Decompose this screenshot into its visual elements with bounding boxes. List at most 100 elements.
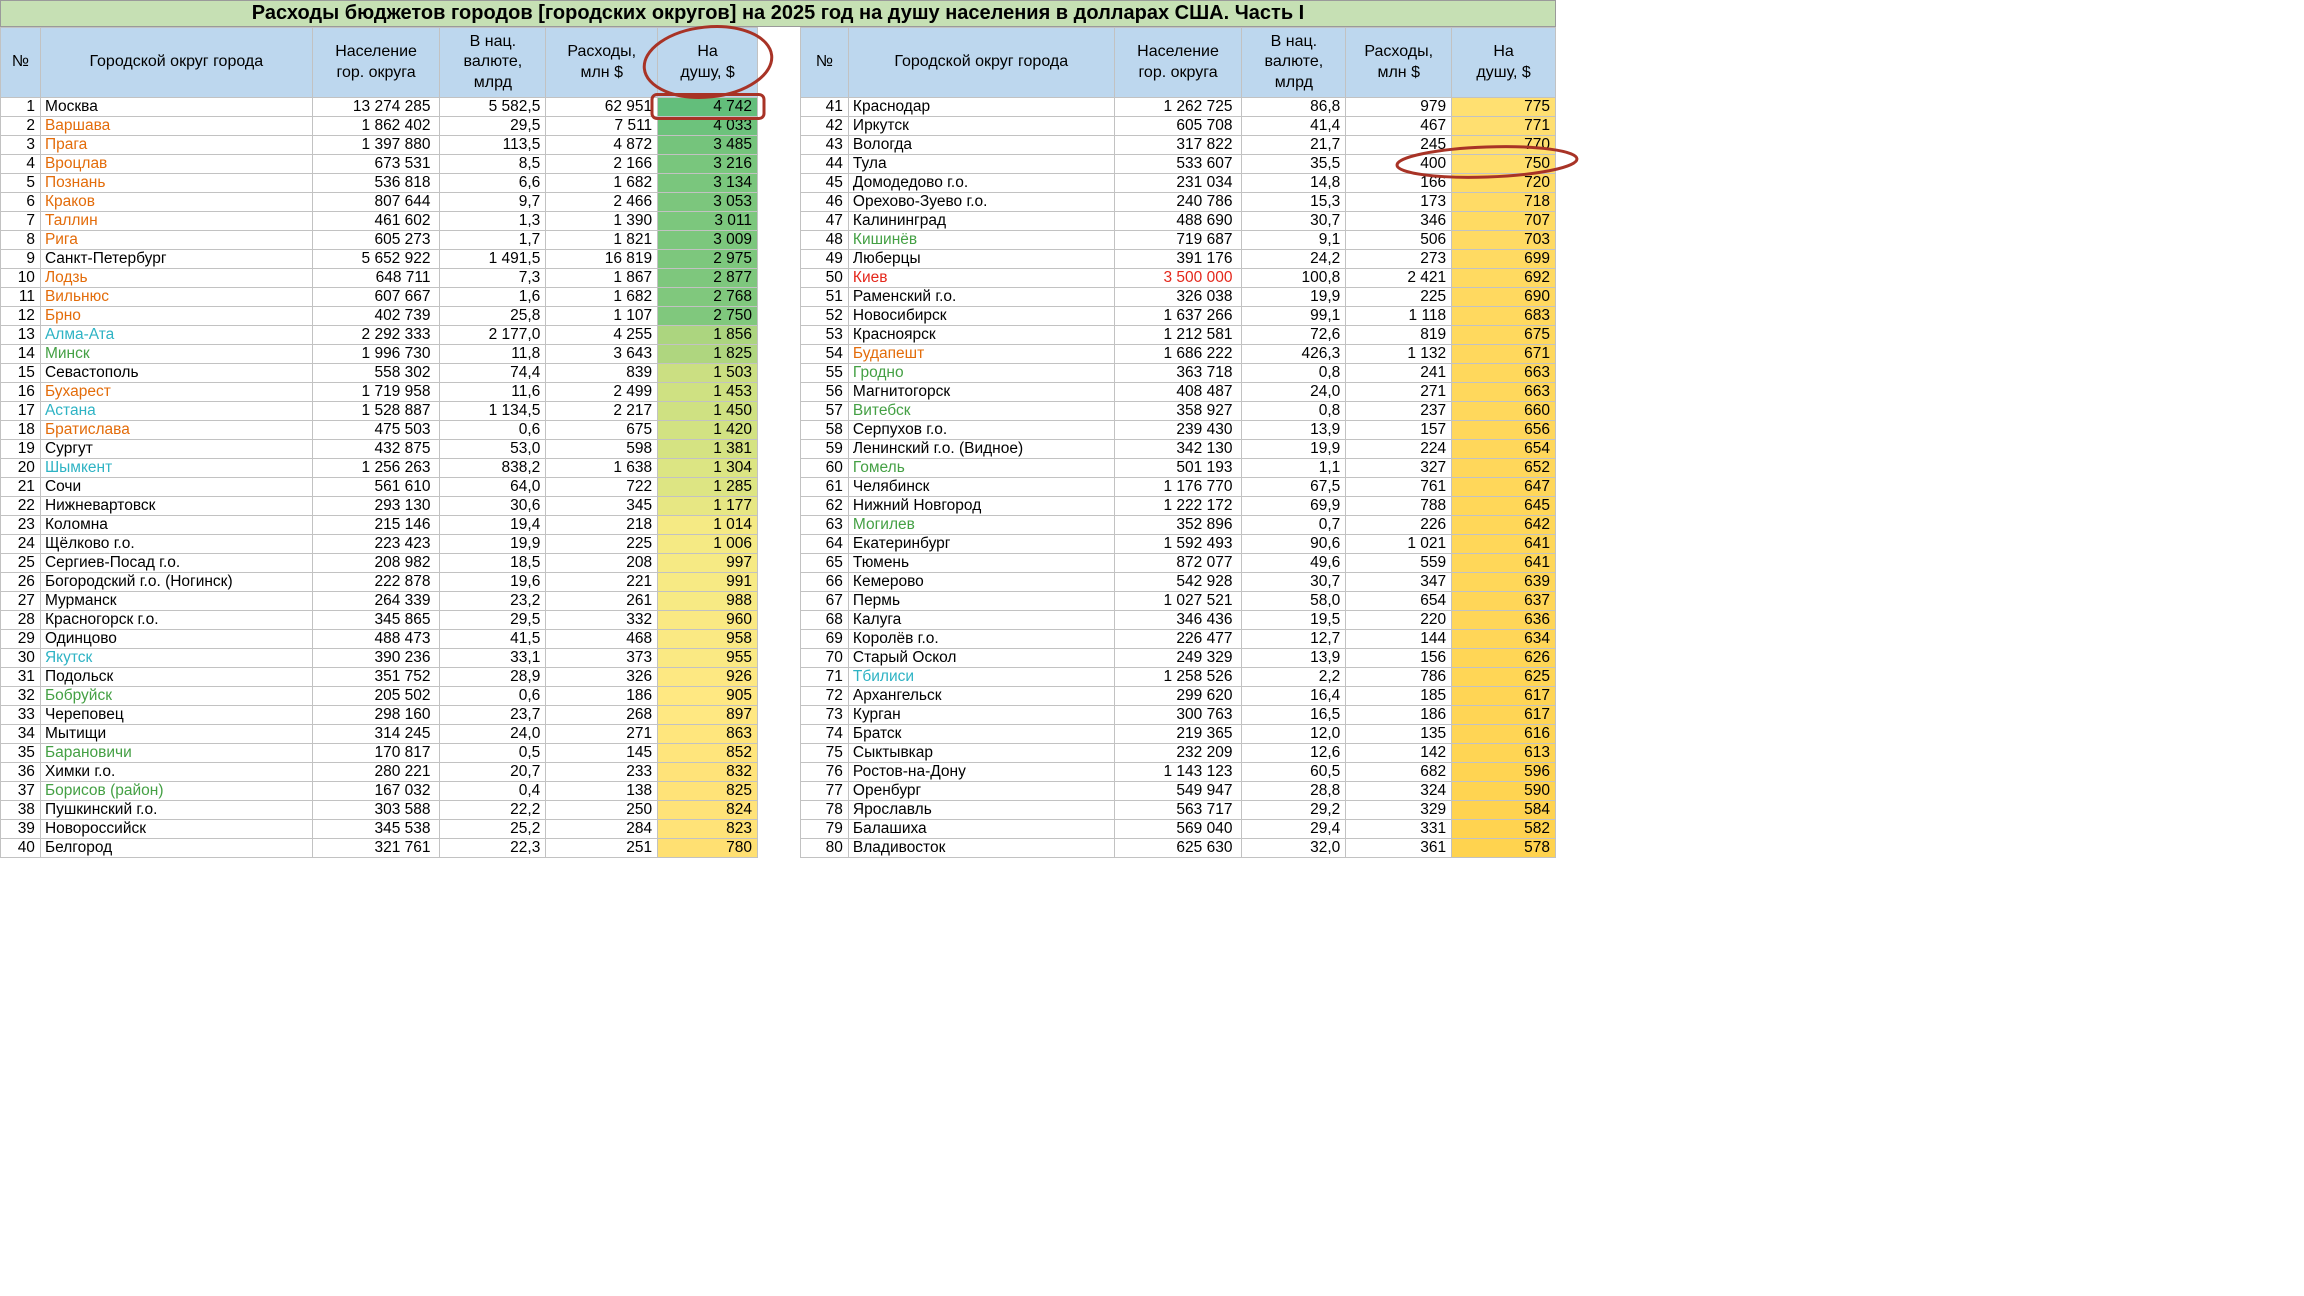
- cell-expenses: 251: [545, 838, 659, 858]
- cell-per-capita: 652: [1451, 458, 1556, 478]
- cell-rank: 63: [800, 515, 849, 535]
- cell-per-capita: 596: [1451, 762, 1556, 782]
- cell-per-capita: 825: [657, 781, 758, 801]
- cell-national-currency: 20,7: [439, 762, 547, 782]
- cell-rank: 20: [0, 458, 41, 478]
- cell-population: 300 763: [1113, 705, 1243, 725]
- cell-expenses: 271: [545, 724, 659, 744]
- cell-expenses: 1 118: [1345, 306, 1453, 326]
- table-row: 28 Красногорск г.о. 345 865 29,5 332 960: [0, 610, 758, 630]
- cell-expenses: 233: [545, 762, 659, 782]
- cell-rank: 45: [800, 173, 849, 193]
- cell-rank: 60: [800, 458, 849, 478]
- cell-population: 1 176 770: [1113, 477, 1243, 497]
- cell-expenses: 157: [1345, 420, 1453, 440]
- cell-national-currency: 12,7: [1241, 629, 1347, 649]
- cell-expenses: 268: [545, 705, 659, 725]
- cell-expenses: 506: [1345, 230, 1453, 250]
- table-row: 54 Будапешт 1 686 222 426,3 1 132 671: [800, 344, 1556, 364]
- cell-national-currency: 90,6: [1241, 534, 1347, 554]
- cell-city: Химки г.о.: [39, 762, 313, 782]
- cell-city: Иркутск: [847, 116, 1115, 136]
- cell-city: Череповец: [39, 705, 313, 725]
- table-row: 34 Мытищи 314 245 24,0 271 863: [0, 724, 758, 744]
- cell-expenses: 559: [1345, 553, 1453, 573]
- cell-national-currency: 58,0: [1241, 591, 1347, 611]
- cell-expenses: 598: [545, 439, 659, 459]
- cell-city: Ростов-на-Дону: [847, 762, 1115, 782]
- cell-population: 249 329: [1113, 648, 1243, 668]
- cell-per-capita: 690: [1451, 287, 1556, 307]
- cell-population: 607 667: [311, 287, 441, 307]
- cell-per-capita: 2 768: [657, 287, 758, 307]
- cell-city: Новороссийск: [39, 819, 313, 839]
- cell-expenses: 135: [1345, 724, 1453, 744]
- table-row: 50 Киев 3 500 000 100,8 2 421 692: [800, 268, 1556, 288]
- cell-city: Ленинский г.о. (Видное): [847, 439, 1115, 459]
- cell-national-currency: 11,8: [439, 344, 547, 364]
- cell-city: Мытищи: [39, 724, 313, 744]
- cell-population: 533 607: [1113, 154, 1243, 174]
- cell-rank: 35: [0, 743, 41, 763]
- cell-national-currency: 23,7: [439, 705, 547, 725]
- cell-population: 223 423: [311, 534, 441, 554]
- cell-population: 345 538: [311, 819, 441, 839]
- header-row: № Городской округ города Население гор. …: [0, 27, 758, 98]
- cell-per-capita: 617: [1451, 705, 1556, 725]
- cell-national-currency: 28,8: [1241, 781, 1347, 801]
- cell-expenses: 326: [545, 667, 659, 687]
- cell-expenses: 373: [545, 648, 659, 668]
- cell-rank: 56: [800, 382, 849, 402]
- cell-population: 170 817: [311, 743, 441, 763]
- cell-per-capita: 663: [1451, 382, 1556, 402]
- cell-population: 625 630: [1113, 838, 1243, 858]
- cell-city: Мурманск: [39, 591, 313, 611]
- cell-population: 167 032: [311, 781, 441, 801]
- cell-national-currency: 19,6: [439, 572, 547, 592]
- cell-national-currency: 113,5: [439, 135, 547, 155]
- col-header-city: Городской округ города: [847, 27, 1115, 98]
- cell-per-capita: 2 975: [657, 249, 758, 269]
- cell-per-capita: 832: [657, 762, 758, 782]
- cell-expenses: 332: [545, 610, 659, 630]
- cell-rank: 65: [800, 553, 849, 573]
- cell-expenses: 186: [545, 686, 659, 706]
- cell-population: 345 865: [311, 610, 441, 630]
- cell-per-capita: 626: [1451, 648, 1556, 668]
- cell-city: Владивосток: [847, 838, 1115, 858]
- cell-per-capita: 720: [1451, 173, 1556, 193]
- cell-per-capita: 663: [1451, 363, 1556, 383]
- cell-rank: 70: [800, 648, 849, 668]
- cell-rank: 17: [0, 401, 41, 421]
- cell-national-currency: 30,7: [1241, 211, 1347, 231]
- col-header-rank: №: [0, 27, 41, 98]
- cell-expenses: 722: [545, 477, 659, 497]
- cell-population: 1 143 123: [1113, 762, 1243, 782]
- cell-per-capita: 3 011: [657, 211, 758, 231]
- cell-population: 321 761: [311, 838, 441, 858]
- cell-city: Вильнюс: [39, 287, 313, 307]
- cell-per-capita: 771: [1451, 116, 1556, 136]
- cell-per-capita: 3 053: [657, 192, 758, 212]
- cell-city: Королёв г.о.: [847, 629, 1115, 649]
- cell-city: Калининград: [847, 211, 1115, 231]
- cell-national-currency: 15,3: [1241, 192, 1347, 212]
- cell-expenses: 1 821: [545, 230, 659, 250]
- cell-population: 303 588: [311, 800, 441, 820]
- table-row: 63 Могилев 352 896 0,7 226 642: [800, 515, 1556, 535]
- table-row: 64 Екатеринбург 1 592 493 90,6 1 021 641: [800, 534, 1556, 554]
- cell-rank: 23: [0, 515, 41, 535]
- cell-expenses: 1 867: [545, 268, 659, 288]
- cell-city: Барановичи: [39, 743, 313, 763]
- table-row: 10 Лодзь 648 711 7,3 1 867 2 877: [0, 268, 758, 288]
- cell-national-currency: 0,8: [1241, 363, 1347, 383]
- cell-per-capita: 582: [1451, 819, 1556, 839]
- table-row: 30 Якутск 390 236 33,1 373 955: [0, 648, 758, 668]
- table-row: 67 Пермь 1 027 521 58,0 654 637: [800, 591, 1556, 611]
- cell-per-capita: 955: [657, 648, 758, 668]
- cell-per-capita: 647: [1451, 477, 1556, 497]
- cell-national-currency: 7,3: [439, 268, 547, 288]
- cell-population: 542 928: [1113, 572, 1243, 592]
- cell-population: 3 500 000: [1113, 268, 1243, 288]
- cell-city: Нижний Новгород: [847, 496, 1115, 516]
